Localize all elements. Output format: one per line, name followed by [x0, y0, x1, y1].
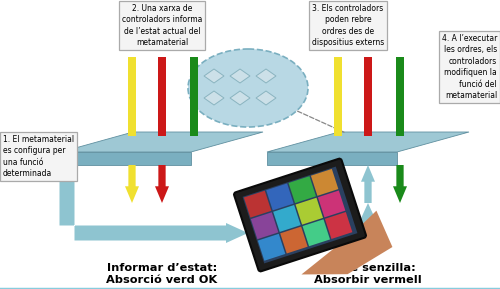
Bar: [266, 184, 293, 210]
Bar: [242, 166, 358, 264]
Text: 3. Els controladors
poden rebre
ordres des de
dispositius externs: 3. Els controladors poden rebre ordres d…: [312, 4, 384, 47]
Polygon shape: [155, 165, 169, 203]
Text: 4. A l’executar
les ordres, els
controladors
modifiquen la
funció del
metamateri: 4. A l’executar les ordres, els controla…: [442, 34, 497, 100]
Bar: [288, 176, 316, 203]
Bar: [318, 190, 345, 217]
Polygon shape: [361, 165, 375, 203]
Bar: [364, 57, 372, 136]
Polygon shape: [302, 211, 392, 275]
Polygon shape: [256, 69, 276, 83]
Polygon shape: [204, 69, 224, 83]
Bar: [302, 219, 330, 246]
Bar: [334, 57, 342, 136]
Bar: [296, 198, 323, 225]
Polygon shape: [267, 132, 469, 152]
Bar: [244, 191, 272, 218]
Polygon shape: [230, 91, 250, 105]
Polygon shape: [230, 69, 250, 83]
Polygon shape: [267, 152, 397, 165]
Bar: [158, 57, 166, 136]
Bar: [273, 205, 300, 232]
Bar: [325, 212, 352, 239]
Text: Informar d’estat:
Absorció verd OK: Informar d’estat: Absorció verd OK: [106, 263, 218, 285]
Bar: [311, 169, 338, 196]
Polygon shape: [125, 165, 139, 203]
Polygon shape: [256, 91, 276, 105]
Polygon shape: [393, 165, 407, 203]
FancyBboxPatch shape: [234, 159, 366, 271]
Polygon shape: [60, 165, 248, 243]
Text: 2. Una xarxa de
controladors informa
de l’estat actual del
metamaterial: 2. Una xarxa de controladors informa de …: [122, 4, 202, 47]
Bar: [280, 227, 307, 253]
Text: 1. El metamaterial
es configura per
una funció
determinada: 1. El metamaterial es configura per una …: [3, 135, 74, 178]
Bar: [258, 234, 285, 261]
Bar: [190, 57, 198, 136]
Polygon shape: [61, 132, 263, 152]
Polygon shape: [331, 165, 345, 203]
Bar: [396, 57, 404, 136]
Polygon shape: [61, 152, 191, 165]
Bar: [251, 212, 278, 239]
Polygon shape: [204, 91, 224, 105]
Ellipse shape: [188, 49, 308, 127]
Text: Ordre senzilla:
Absorbir vermell: Ordre senzilla: Absorbir vermell: [314, 263, 422, 285]
Bar: [128, 57, 136, 136]
Polygon shape: [248, 203, 378, 240]
